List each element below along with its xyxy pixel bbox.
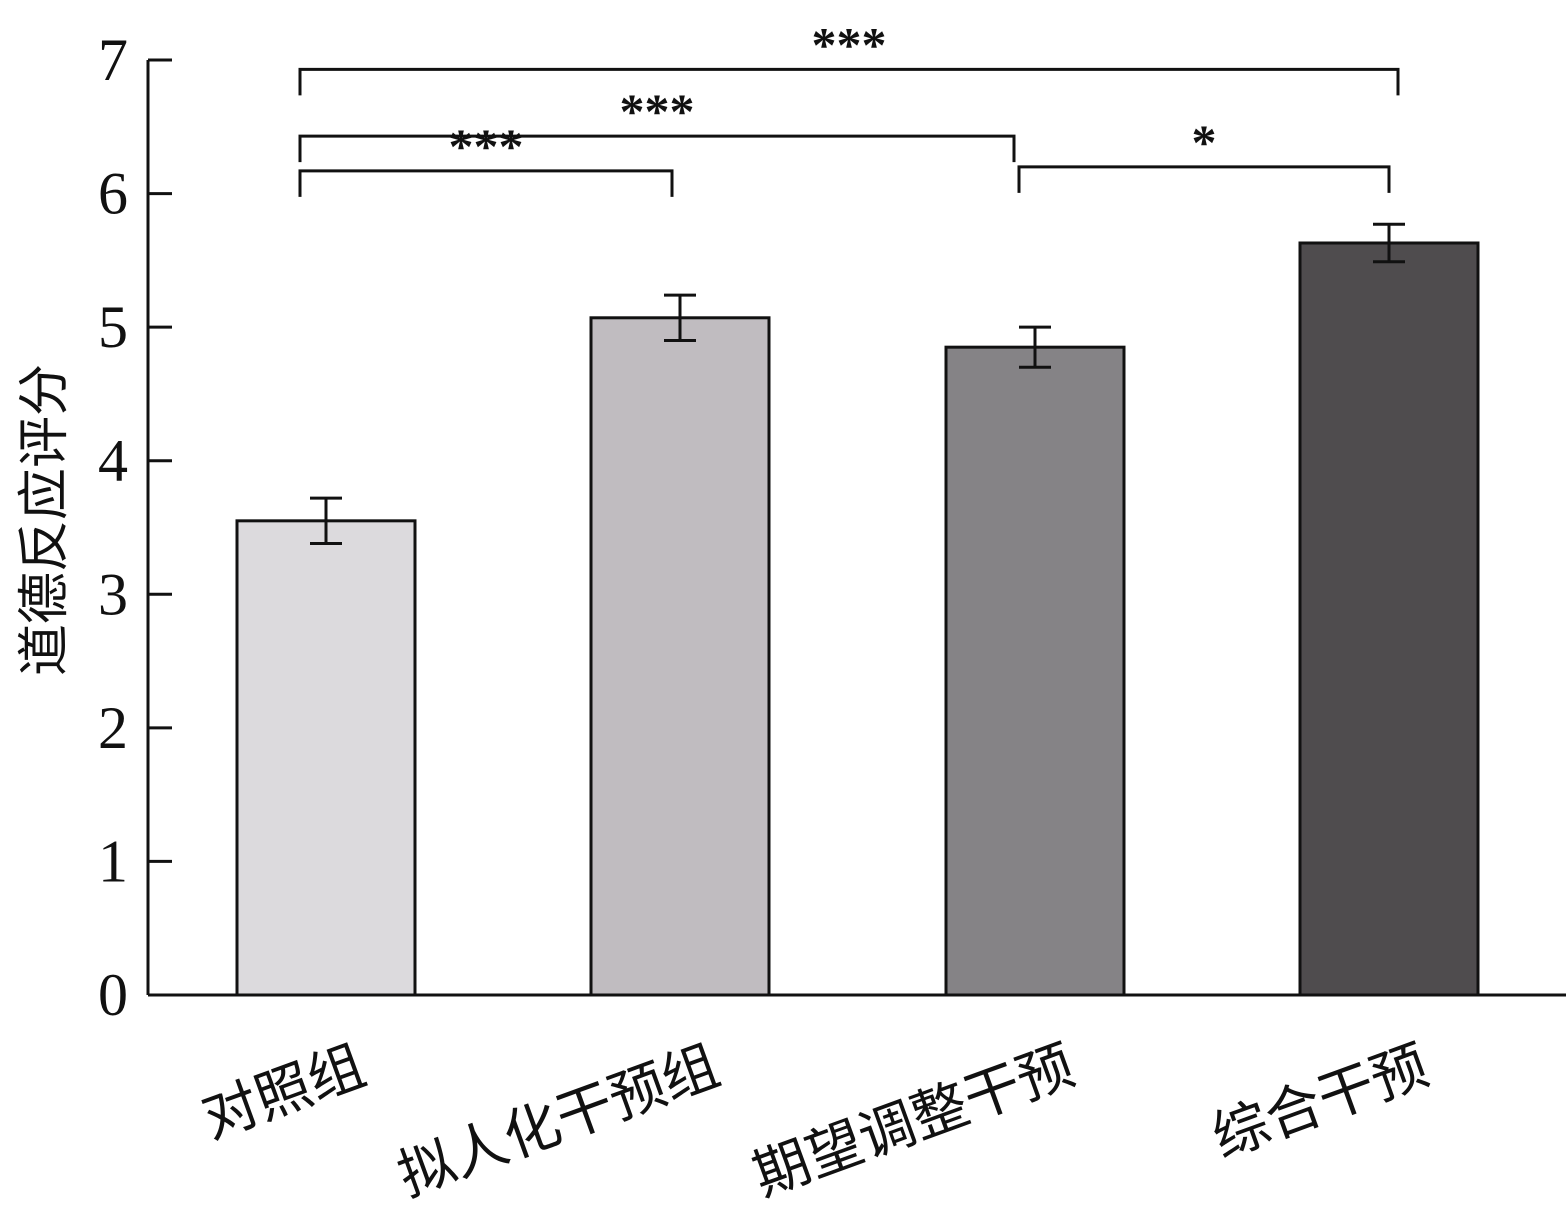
significance-bracket-1: ***: [298, 16, 1400, 96]
error-bar-2: [664, 293, 696, 342]
significance-bracket-3: ***: [298, 118, 674, 197]
bar-2: [589, 316, 771, 997]
y-tick-label: 7: [98, 27, 128, 93]
axes: [146, 60, 1566, 997]
x-tick-label: 对照组: [194, 1033, 374, 1152]
bar-4: [1298, 241, 1480, 997]
x-tick-label: 期望调整干预: [745, 1033, 1083, 1209]
significance-label: ***: [620, 83, 695, 139]
bars: [235, 241, 1480, 997]
error-bar-3: [1019, 325, 1051, 369]
bar-1: [235, 519, 417, 997]
significance-label: *: [1192, 114, 1217, 170]
y-ticks: 0 1 2 3 4 5 6 7: [98, 27, 172, 1028]
y-axis-label: 道德反应评分: [15, 364, 75, 676]
y-tick-label: 3: [98, 561, 128, 627]
bar-3: [944, 345, 1126, 997]
x-tick-label: 综合干预: [1204, 1033, 1437, 1171]
error-bar-4: [1373, 222, 1405, 264]
significance-label: ***: [812, 16, 887, 72]
y-tick-label: 1: [98, 828, 128, 894]
error-bar-1: [310, 496, 342, 546]
y-tick-label: 2: [98, 695, 128, 761]
significance-annotations: ********* *: [298, 16, 1400, 197]
x-tick-labels: 对照组 拟人化干预组 期望调整干预 综合干预: [194, 1033, 1437, 1209]
y-tick-label: 6: [98, 161, 128, 227]
significance-label: ***: [449, 118, 524, 174]
significance-bracket-4: *: [1017, 114, 1391, 193]
y-tick-label: 4: [98, 428, 128, 494]
y-tick-label: 0: [98, 962, 128, 1028]
x-tick-label: 拟人化干预组: [390, 1033, 728, 1209]
significance-bracket-2: ***: [298, 83, 1016, 163]
y-tick-label: 5: [98, 294, 128, 360]
error-bars: [310, 222, 1405, 546]
